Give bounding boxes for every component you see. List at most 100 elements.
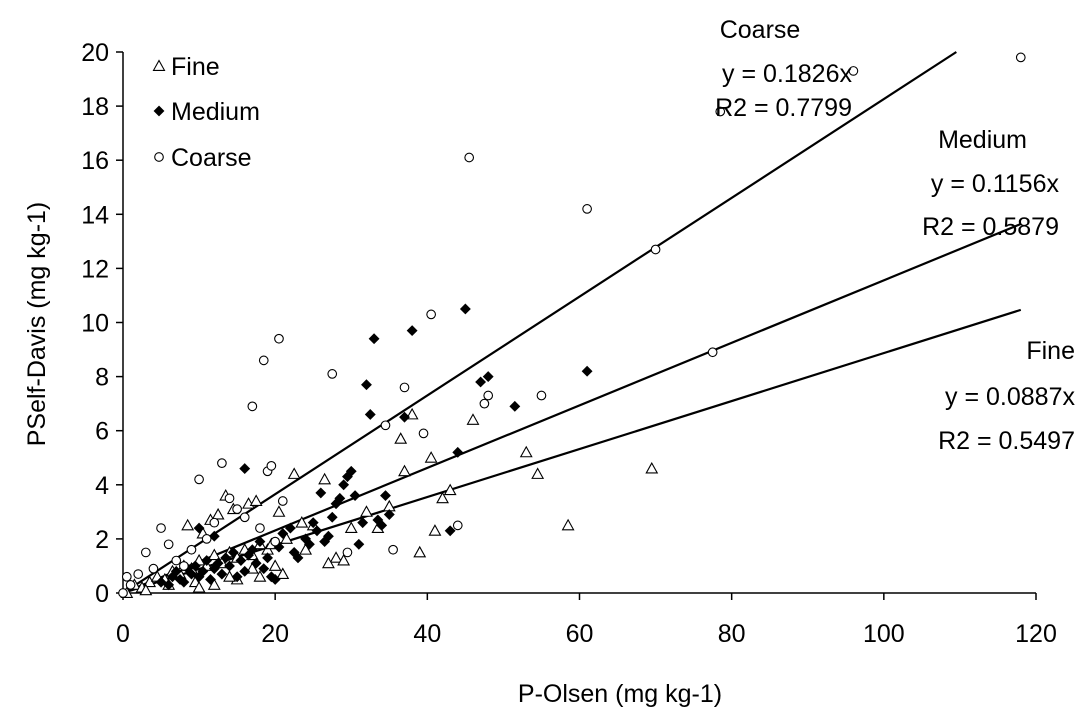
x-tick-label: 60: [566, 620, 594, 648]
x-tick-label: 40: [413, 620, 441, 648]
annotation-coarse-line-1: Coarse: [720, 16, 801, 44]
annotation-coarse-line-2: y = 0.1826x: [722, 60, 852, 88]
data-point-medium: [224, 560, 235, 572]
data-point-medium: [227, 547, 239, 558]
data-point-coarse: [848, 66, 859, 76]
data-point-medium: [284, 522, 296, 534]
data-point-coarse: [715, 106, 726, 117]
data-point-coarse: [536, 390, 547, 401]
data-point-fine: [181, 518, 195, 531]
data-point-fine: [192, 580, 206, 593]
data-point-coarse: [277, 496, 288, 506]
data-point-fine: [139, 583, 153, 596]
data-point-medium: [235, 555, 247, 566]
data-point-medium: [311, 525, 323, 537]
y-tick-label: 18: [81, 93, 109, 121]
data-point-medium: [292, 552, 304, 564]
data-point-medium: [509, 400, 521, 412]
x-tick-label: 120: [1015, 620, 1057, 648]
data-point-coarse: [582, 204, 592, 214]
data-point-fine: [211, 507, 225, 520]
data-point-coarse: [380, 420, 391, 431]
y-tick-label: 0: [95, 580, 109, 608]
data-point-medium: [452, 446, 464, 458]
data-point-coarse: [247, 401, 258, 412]
data-point-fine: [531, 467, 545, 479]
data-point-fine: [245, 562, 259, 574]
data-point-coarse: [464, 152, 475, 163]
data-point-medium: [361, 379, 372, 391]
data-point-medium: [277, 528, 289, 539]
y-tick-label: 14: [81, 201, 109, 229]
y-tick-label: 16: [81, 147, 109, 175]
data-point-coarse: [217, 458, 227, 469]
data-point-medium: [383, 509, 395, 520]
data-point-coarse: [133, 569, 144, 579]
data-point-medium: [364, 409, 376, 420]
trendline-annotation-group: Fine y = 0.0887x R2 = 0.5497 Medium y = 0.11…: [715, 16, 1075, 455]
y-tick-label: 12: [81, 255, 109, 283]
annotation-medium-line-2: y = 0.1156x: [931, 170, 1060, 198]
data-point-coarse: [452, 520, 463, 531]
data-point-fine: [561, 518, 575, 531]
data-point-coarse: [224, 493, 235, 504]
data-point-medium: [254, 536, 266, 548]
data-point-fine: [276, 567, 290, 580]
data-point-coarse: [121, 571, 132, 582]
data-point-medium: [250, 557, 262, 569]
annotation-fine-line-2: y = 0.0887x: [945, 383, 1075, 411]
data-point-medium: [303, 538, 315, 550]
y-tick-label: 4: [95, 472, 109, 500]
data-point-fine: [360, 505, 373, 517]
data-point-fine: [299, 543, 313, 555]
data-point-medium: [170, 565, 182, 577]
data-point-medium: [353, 538, 365, 550]
data-point-medium: [197, 565, 209, 577]
data-point-fine: [329, 551, 343, 563]
data-point-coarse: [327, 369, 338, 379]
data-point-medium: [258, 563, 270, 575]
data-point-coarse: [426, 309, 436, 320]
data-point-coarse: [232, 504, 242, 514]
data-point-fine: [398, 464, 411, 477]
data-point-medium: [345, 465, 357, 477]
y-axis-label: PSelf-Davis (mg kg-1): [23, 202, 51, 447]
data-point-coarse: [201, 534, 212, 544]
x-tick-label: 100: [863, 620, 905, 648]
trendline-fine: [122, 308, 1022, 595]
data-point-coarse: [171, 555, 182, 566]
data-point-coarse: [266, 461, 277, 471]
data-point-coarse: [399, 382, 410, 393]
data-point-fine: [207, 578, 221, 590]
data-point-coarse: [483, 390, 494, 401]
data-point-coarse: [258, 355, 269, 366]
annotation-medium-line-1: Medium: [938, 126, 1027, 154]
data-point-medium: [220, 552, 232, 564]
data-point-fine: [344, 521, 358, 534]
data-point-coarse: [209, 517, 220, 528]
data-point-fine: [424, 451, 438, 463]
data-point-coarse: [148, 563, 159, 574]
data-point-fine: [645, 461, 659, 474]
legend-marker-medium: [153, 105, 165, 117]
data-point-coarse: [156, 523, 166, 533]
data-point-medium: [269, 574, 281, 585]
data-point-coarse: [1015, 52, 1026, 63]
y-tick-label: 6: [95, 418, 109, 446]
data-point-coarse: [270, 536, 281, 547]
data-point-coarse: [179, 561, 189, 571]
data-point-fine: [318, 472, 332, 485]
axes: [122, 52, 1036, 594]
data-point-medium: [231, 571, 243, 583]
data-point-coarse: [194, 474, 204, 485]
y-tick-label: 10: [81, 310, 109, 338]
data-point-fine: [519, 445, 533, 458]
trendline-group: [122, 51, 1022, 595]
data-point-fine: [466, 413, 480, 425]
data-point-fine: [280, 532, 294, 544]
data-point-coarse: [418, 428, 429, 439]
legend-label-fine: Fine: [171, 53, 220, 81]
tick-group: 0 20 40 60 80 100 120 0 2 4 6 8 10 12 14 16 18 20: [81, 39, 1057, 648]
data-point-coarse: [140, 547, 151, 558]
